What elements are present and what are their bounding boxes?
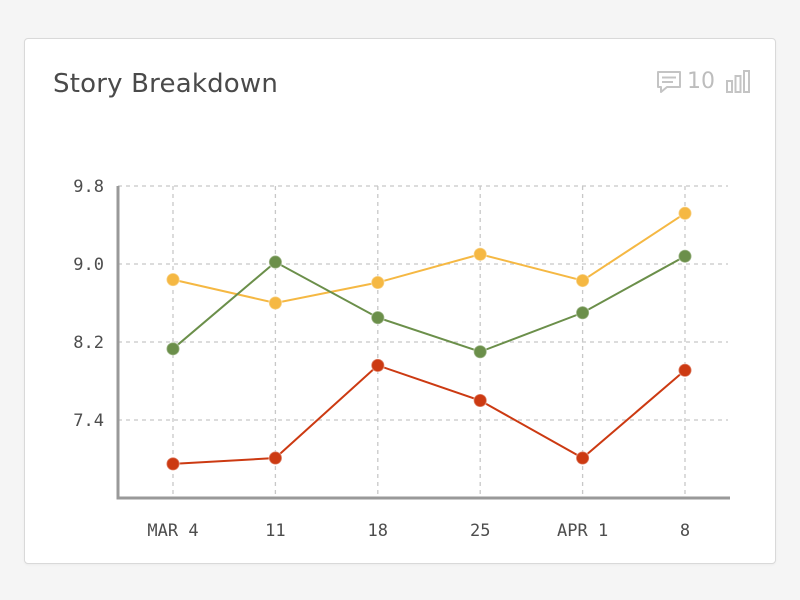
data-point [472,344,488,359]
comment-count: 10 [687,69,715,94]
x-tick-label: APR 1 [557,521,608,541]
data-point [268,254,283,270]
data-point [370,310,386,325]
y-tick-label: 7.4 [73,411,104,431]
card-tools: 10 [656,69,751,94]
chart-view-button[interactable] [725,69,751,94]
story-breakdown-card: Story Breakdown 10 [24,38,776,564]
data-point [677,206,693,221]
data-point [165,272,181,287]
data-point [370,358,386,373]
data-point [268,295,283,311]
data-point [472,393,488,408]
data-point [165,341,181,357]
bar-chart-icon [726,69,750,93]
y-tick-label: 9.8 [73,177,104,197]
card-title: Story Breakdown [53,69,279,99]
data-point [472,247,488,262]
data-point [677,248,693,264]
series-line-2 [172,255,686,353]
series-line-3 [172,364,686,465]
data-point [575,305,590,320]
data-point [575,450,590,466]
data-point [677,363,693,378]
y-tick-label: 9.0 [73,255,104,275]
comment-icon [657,70,681,93]
data-point [165,456,181,472]
x-tick-label: 25 [470,521,490,541]
x-tick-label: MAR 4 [147,521,198,541]
x-tick-label: 11 [265,521,285,541]
data-point [268,450,283,466]
comments-button[interactable]: 10 [656,69,715,94]
data-point [370,275,386,290]
data-point [575,273,590,288]
series-line-1 [172,212,686,305]
y-tick-label: 8.2 [73,333,104,353]
x-tick-label: 8 [680,521,690,541]
x-tick-label: 18 [368,521,388,541]
